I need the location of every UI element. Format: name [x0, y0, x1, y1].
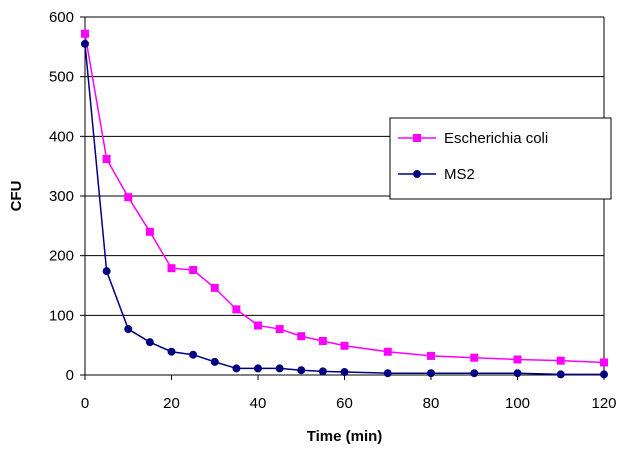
y-tick-label: 0 [66, 367, 74, 384]
y-axis-title: CFU [8, 181, 25, 212]
data-point [232, 364, 241, 373]
gridlines [85, 16, 604, 316]
data-point [275, 325, 284, 334]
legend-items: Escherichia coli MS2 [398, 130, 548, 183]
data-point [470, 369, 479, 378]
legend: Escherichia coli MS2 [389, 117, 612, 200]
data-point [297, 366, 306, 375]
data-point [513, 355, 522, 364]
data-point [124, 325, 133, 334]
data-point [81, 29, 89, 38]
x-tick-label: 100 [505, 395, 530, 412]
y-tick-label: 500 [49, 69, 74, 86]
legend-entry-1: MS2 [398, 166, 475, 183]
y-tick-label: 400 [49, 128, 74, 145]
data-point [318, 336, 327, 345]
data-point [513, 369, 522, 378]
y-tick-label: 100 [49, 307, 74, 324]
legend-marker [413, 170, 421, 178]
series-line [84, 43, 604, 376]
data-point [556, 370, 565, 379]
data-point [427, 369, 435, 378]
data-point [318, 367, 327, 376]
data-point [340, 341, 349, 350]
data-point [232, 305, 241, 314]
data-point [167, 264, 176, 273]
data-point [81, 39, 89, 48]
data-point [167, 347, 176, 356]
data-point [210, 357, 219, 366]
data-point [189, 350, 198, 359]
data-point [383, 347, 392, 356]
data-point [145, 227, 154, 236]
series-layer [81, 29, 608, 379]
legend-entry-0: Escherichia coli [398, 130, 548, 147]
data-point [556, 356, 565, 365]
data-point [145, 338, 154, 347]
legend-box [389, 117, 612, 200]
data-point [427, 351, 435, 360]
x-tick-labels: 0 20 40 60 80 100 120 [81, 395, 617, 412]
series-1 [81, 39, 608, 379]
data-point [297, 332, 306, 341]
data-point [254, 364, 262, 373]
data-point [102, 155, 111, 164]
legend-label: MS2 [444, 166, 475, 183]
data-point [383, 369, 392, 378]
data-point [340, 368, 349, 377]
data-point [210, 283, 219, 292]
series-0 [81, 29, 608, 367]
y-tick-label: 300 [49, 188, 74, 205]
legend-label: Escherichia coli [444, 130, 548, 147]
x-tick-label: 20 [163, 395, 180, 412]
data-point [124, 193, 133, 202]
y-tick-label: 200 [49, 248, 74, 265]
x-tick-label: 80 [423, 395, 440, 412]
data-point [102, 267, 111, 276]
x-axis-title: Time (min) [307, 428, 383, 445]
x-tick-label: 120 [591, 395, 616, 412]
data-point [600, 358, 608, 367]
y-tick-label: 600 [49, 9, 74, 26]
data-point [189, 265, 198, 274]
data-point [600, 370, 608, 379]
x-tick-label: 60 [336, 395, 353, 412]
data-point [275, 364, 284, 373]
y-tick-labels: 0 100 200 300 400 500 600 [49, 9, 74, 384]
legend-marker [413, 134, 421, 142]
x-tick-label: 0 [81, 395, 89, 412]
data-point [254, 321, 262, 330]
x-tick-label: 40 [250, 395, 267, 412]
data-point [470, 353, 479, 362]
